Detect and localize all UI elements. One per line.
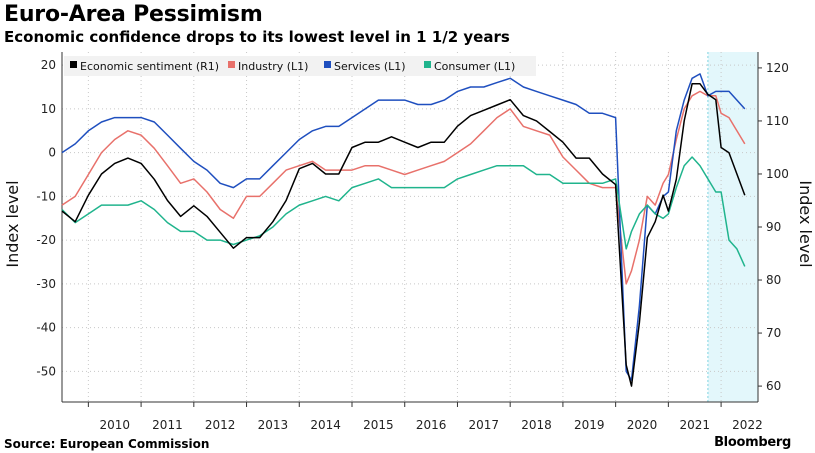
gridlines <box>62 52 758 402</box>
right-tick-label: 100 <box>766 167 789 181</box>
legend-swatch-industry <box>228 61 235 68</box>
x-tick-label: 2012 <box>205 418 236 432</box>
x-tick-label: 2016 <box>416 418 447 432</box>
series-line-services <box>61 73 746 381</box>
left-tick-label: 10 <box>41 102 56 116</box>
x-tick-label: 2018 <box>521 418 552 432</box>
legend-label-industry: Industry (L1) <box>238 60 308 73</box>
right-tick-label: 120 <box>766 61 789 75</box>
x-tick-label: 2011 <box>152 418 183 432</box>
left-tick-label: 0 <box>48 146 56 160</box>
left-tick-label: -40 <box>36 321 56 335</box>
series-line-industry <box>61 90 746 285</box>
left-tick-label: -10 <box>36 189 56 203</box>
x-tick-label: 2021 <box>679 418 710 432</box>
right-tick-label: 90 <box>766 220 781 234</box>
left-tick-label: 20 <box>41 58 56 72</box>
highlight-rect <box>707 52 758 402</box>
x-tick-label: 2015 <box>363 418 394 432</box>
axes: 20100-10-20-30-40-5012011010090807060201… <box>36 52 789 432</box>
legend-label-services: Services (L1) <box>334 60 406 73</box>
left-tick-label: -30 <box>36 277 56 291</box>
x-tick-label: 2010 <box>99 418 130 432</box>
chart-title: Euro-Area Pessimism <box>4 2 263 27</box>
right-tick-label: 70 <box>766 326 781 340</box>
legend-label-consumer: Consumer (L1) <box>434 60 515 73</box>
x-tick-label: 2020 <box>627 418 658 432</box>
x-tick-label: 2014 <box>310 418 341 432</box>
brand-logo: Bloomberg <box>714 435 791 450</box>
right-tick-label: 60 <box>766 379 781 393</box>
chart-subtitle: Economic confidence drops to its lowest … <box>4 28 510 46</box>
left-tick-label: -50 <box>36 364 56 378</box>
series-line-consumer <box>61 156 746 267</box>
series-lines <box>61 73 746 387</box>
right-axis-title: Index level <box>796 180 815 267</box>
x-tick-label: 2013 <box>258 418 289 432</box>
legend-box <box>64 56 536 76</box>
legend-swatch-services <box>324 61 331 68</box>
highlight-band <box>707 52 758 402</box>
series-line-economic-sentiment <box>61 83 746 387</box>
x-tick-label: 2019 <box>574 418 605 432</box>
right-tick-label: 110 <box>766 114 789 128</box>
legend: Economic sentiment (R1) Industry (L1) Serv… <box>64 56 536 76</box>
left-tick-label: -20 <box>36 233 56 247</box>
right-tick-label: 80 <box>766 273 781 287</box>
x-tick-label: 2022 <box>732 418 763 432</box>
x-tick-label: 2017 <box>469 418 500 432</box>
legend-swatch-consumer <box>424 61 431 68</box>
legend-swatch-economic-sentiment <box>70 61 77 68</box>
legend-label-economic-sentiment: Economic sentiment (R1) <box>80 60 219 73</box>
source-note: Source: European Commission <box>4 437 210 451</box>
left-axis-title: Index level <box>3 180 22 267</box>
